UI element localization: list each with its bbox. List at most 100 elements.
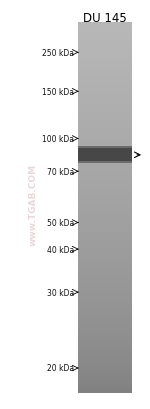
Bar: [78, 156, 132, 159]
Bar: [78, 270, 132, 272]
Bar: [78, 22, 132, 25]
Bar: [78, 161, 132, 164]
Bar: [78, 228, 132, 230]
Bar: [78, 302, 132, 304]
Bar: [78, 89, 132, 92]
Bar: [78, 183, 132, 186]
Bar: [78, 200, 132, 203]
Bar: [78, 124, 132, 126]
Bar: [78, 257, 132, 260]
Bar: [78, 147, 132, 164]
Bar: [78, 364, 132, 366]
Bar: [78, 148, 132, 151]
Bar: [78, 25, 132, 27]
Bar: [78, 334, 132, 337]
Bar: [78, 121, 132, 124]
Bar: [78, 87, 132, 89]
Text: 50 kDa: 50 kDa: [47, 218, 74, 227]
Text: 30 kDa: 30 kDa: [47, 288, 74, 297]
Bar: [78, 52, 132, 55]
Bar: [78, 74, 132, 77]
Bar: [78, 198, 132, 200]
Bar: [78, 255, 132, 257]
Bar: [78, 339, 132, 342]
Bar: [78, 391, 132, 393]
Bar: [78, 384, 132, 386]
Bar: [78, 386, 132, 389]
Bar: [78, 265, 132, 267]
Bar: [78, 55, 132, 57]
Bar: [78, 171, 132, 173]
Bar: [78, 346, 132, 349]
Bar: [78, 240, 132, 243]
Bar: [78, 238, 132, 240]
Bar: [78, 277, 132, 280]
Bar: [78, 280, 132, 282]
Bar: [78, 109, 132, 112]
Bar: [78, 324, 132, 327]
Bar: [78, 94, 132, 97]
Bar: [78, 196, 132, 198]
Bar: [78, 356, 132, 359]
Bar: [78, 359, 132, 361]
Bar: [78, 312, 132, 315]
Bar: [78, 309, 132, 312]
Bar: [78, 287, 132, 290]
Bar: [78, 30, 132, 32]
Bar: [78, 181, 132, 183]
Bar: [78, 230, 132, 233]
Bar: [78, 250, 132, 252]
Bar: [78, 47, 132, 50]
Bar: [78, 211, 132, 213]
Bar: [78, 260, 132, 263]
Bar: [78, 379, 132, 381]
Bar: [78, 42, 132, 45]
Bar: [78, 35, 132, 37]
Bar: [78, 153, 132, 156]
Bar: [78, 315, 132, 317]
Bar: [78, 104, 132, 107]
Bar: [78, 62, 132, 65]
Bar: [78, 146, 132, 148]
Text: 40 kDa: 40 kDa: [47, 245, 74, 254]
Bar: [78, 344, 132, 346]
Bar: [78, 92, 132, 94]
Bar: [78, 332, 132, 334]
Bar: [78, 72, 132, 74]
Bar: [78, 225, 132, 228]
Bar: [78, 354, 132, 356]
Bar: [78, 252, 132, 255]
Bar: [78, 77, 132, 79]
Bar: [78, 114, 132, 117]
Bar: [78, 342, 132, 344]
Bar: [78, 159, 132, 161]
Bar: [78, 70, 132, 72]
Bar: [78, 294, 132, 297]
Bar: [78, 144, 132, 146]
Bar: [78, 263, 132, 265]
Bar: [78, 220, 132, 223]
Bar: [78, 317, 132, 319]
Bar: [78, 67, 132, 70]
Bar: [78, 361, 132, 364]
Bar: [78, 164, 132, 166]
Bar: [78, 369, 132, 371]
Bar: [78, 297, 132, 299]
Bar: [78, 176, 132, 178]
Bar: [78, 349, 132, 351]
Bar: [78, 119, 132, 121]
Bar: [78, 40, 132, 42]
Bar: [78, 319, 132, 322]
Text: www.TGAB.COM: www.TGAB.COM: [28, 164, 38, 245]
Bar: [78, 65, 132, 67]
Bar: [78, 79, 132, 82]
Bar: [78, 327, 132, 329]
Bar: [78, 139, 132, 141]
Bar: [78, 292, 132, 294]
Bar: [78, 97, 132, 99]
Bar: [78, 389, 132, 391]
Bar: [78, 208, 132, 211]
Bar: [78, 203, 132, 205]
Bar: [78, 235, 132, 238]
Bar: [78, 45, 132, 47]
